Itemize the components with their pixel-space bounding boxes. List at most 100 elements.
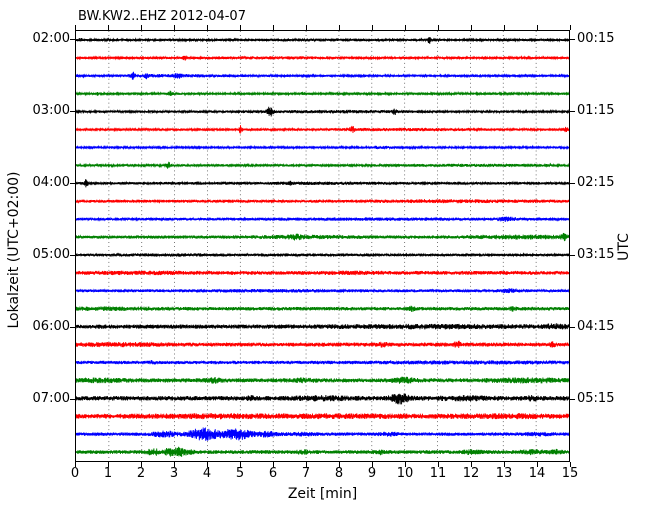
x-tick-label: 14 <box>528 466 546 481</box>
y-tick-right <box>570 398 575 400</box>
x-tick-bottom <box>470 462 472 467</box>
seismic-trace-row-17 <box>76 340 569 348</box>
x-tick-top <box>404 25 406 30</box>
seismic-trace-row-4 <box>76 106 569 117</box>
x-tick-label: 2 <box>136 466 146 481</box>
x-tick-label: 4 <box>202 466 212 481</box>
seismic-trace-row-14 <box>76 288 569 294</box>
x-tick-bottom <box>74 462 76 467</box>
x-tick-top <box>305 25 307 30</box>
seismic-trace-row-3 <box>76 90 569 97</box>
y-tick-left <box>70 254 75 256</box>
x-tick-label: 8 <box>334 466 344 481</box>
seismic-trace-row-1 <box>76 55 569 61</box>
x-tick-bottom <box>569 462 571 467</box>
y-tick-right <box>570 110 575 112</box>
seismic-trace-row-12 <box>76 252 569 258</box>
x-tick-bottom <box>272 462 274 467</box>
seismic-trace-row-8 <box>76 179 569 188</box>
x-tick-label: 13 <box>495 466 513 481</box>
y-tick-label-local: 07:00 <box>32 391 70 406</box>
y-tick-label-local: 05:00 <box>32 247 70 262</box>
seismic-trace-row-16 <box>76 323 569 330</box>
x-tick-bottom <box>305 462 307 467</box>
x-tick-bottom <box>338 462 340 467</box>
y-tick-label-utc: 03:15 <box>577 247 615 262</box>
y-tick-right <box>570 326 575 328</box>
x-tick-label: 3 <box>169 466 179 481</box>
x-tick-bottom <box>206 462 208 467</box>
x-tick-label: 12 <box>462 466 480 481</box>
y-tick-label-utc: 02:15 <box>577 175 615 190</box>
seismic-trace-row-13 <box>76 270 569 276</box>
x-tick-top <box>140 25 142 30</box>
x-tick-top <box>173 25 175 30</box>
x-tick-label: 15 <box>561 466 579 481</box>
seismic-trace-row-5 <box>76 125 569 134</box>
x-tick-bottom <box>239 462 241 467</box>
seismic-trace-row-22 <box>76 427 569 441</box>
x-tick-bottom <box>140 462 142 467</box>
x-tick-bottom <box>404 462 406 467</box>
y-tick-right <box>570 38 575 40</box>
y-tick-label-utc: 05:15 <box>577 391 615 406</box>
y-tick-label-local: 04:00 <box>32 175 70 190</box>
y-tick-right <box>570 254 575 256</box>
x-tick-bottom <box>173 462 175 467</box>
x-tick-top <box>272 25 274 30</box>
y-tick-label-local: 03:00 <box>32 103 70 118</box>
y-tick-label-utc: 04:15 <box>577 319 615 334</box>
x-tick-top <box>536 25 538 30</box>
y-tick-left <box>70 110 75 112</box>
x-tick-bottom <box>503 462 505 467</box>
seismic-trace-row-6 <box>76 144 569 151</box>
x-tick-top <box>107 25 109 30</box>
x-tick-top <box>569 25 571 30</box>
x-tick-top <box>503 25 505 30</box>
x-tick-top <box>437 25 439 30</box>
y-tick-label-utc: 00:15 <box>577 31 615 46</box>
x-tick-top <box>470 25 472 30</box>
seismic-trace-row-23 <box>76 446 569 457</box>
plot-title: BW.KW2..EHZ 2012-04-07 <box>78 9 246 24</box>
seismic-trace-row-19 <box>76 376 569 384</box>
x-tick-bottom <box>437 462 439 467</box>
x-tick-label: 9 <box>367 466 377 481</box>
y-tick-left <box>70 326 75 328</box>
plot-area <box>75 30 570 462</box>
x-tick-bottom <box>371 462 373 467</box>
x-tick-label: 11 <box>429 466 447 481</box>
x-tick-label: 5 <box>235 466 245 481</box>
x-tick-top <box>74 25 76 30</box>
seismic-trace-row-9 <box>76 198 569 204</box>
seismic-trace-row-21 <box>76 413 569 420</box>
x-tick-top <box>206 25 208 30</box>
traces-canvas <box>76 31 569 461</box>
seismic-trace-row-18 <box>76 359 569 365</box>
x-tick-bottom <box>536 462 538 467</box>
x-tick-top <box>239 25 241 30</box>
x-tick-bottom <box>107 462 109 467</box>
y-tick-label-local: 06:00 <box>32 319 70 334</box>
seismic-trace-row-10 <box>76 216 569 222</box>
x-tick-top <box>338 25 340 30</box>
x-tick-label: 10 <box>396 466 414 481</box>
x-tick-label: 6 <box>268 466 278 481</box>
seismic-trace-row-15 <box>76 305 569 312</box>
x-axis-label: Zeit [min] <box>287 486 358 502</box>
seismic-trace-row-0 <box>76 37 569 44</box>
x-tick-label: 7 <box>301 466 311 481</box>
seismic-trace-row-20 <box>76 393 569 405</box>
x-tick-label: 0 <box>70 466 80 481</box>
y-tick-label-utc: 01:15 <box>577 103 615 118</box>
y-tick-left <box>70 398 75 400</box>
x-tick-top <box>371 25 373 30</box>
seismic-trace-row-11 <box>76 232 569 242</box>
seismic-trace-row-7 <box>76 161 569 169</box>
y-tick-label-local: 02:00 <box>32 31 70 46</box>
x-tick-label: 1 <box>103 466 113 481</box>
seismic-trace-row-2 <box>76 71 569 80</box>
y-tick-right <box>570 182 575 184</box>
y-tick-left <box>70 38 75 40</box>
